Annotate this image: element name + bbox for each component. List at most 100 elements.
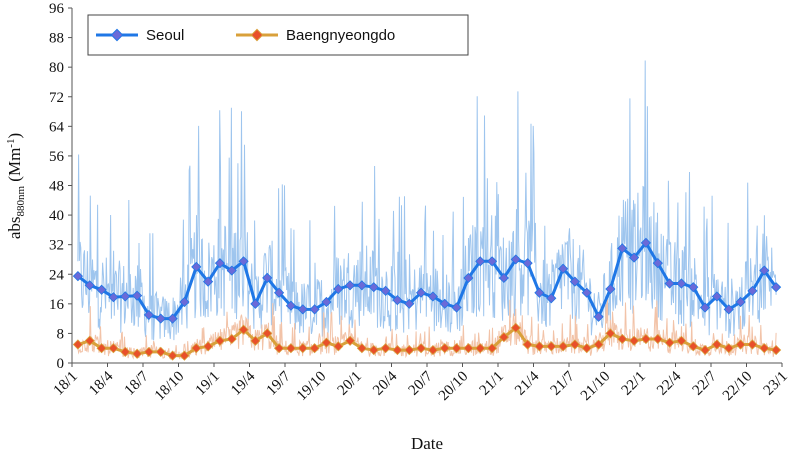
data-point-seoul — [108, 292, 119, 303]
data-point-seoul — [415, 287, 427, 298]
data-point-baengnyeongdo — [558, 341, 569, 352]
data-point-baengnyeongdo — [700, 344, 711, 356]
x-tick-label: 22/7 — [690, 368, 721, 399]
x-axis-title: Date — [411, 434, 443, 453]
data-point-seoul — [557, 263, 569, 274]
series-line-seoul — [76, 241, 778, 321]
data-point-seoul — [771, 282, 782, 293]
legend-marker-baengnyeongdo — [250, 28, 264, 42]
data-point-seoul — [652, 258, 663, 269]
data-point-baengnyeongdo — [546, 341, 557, 352]
data-point-baengnyeongdo — [628, 335, 640, 346]
data-point-baengnyeongdo — [415, 343, 427, 354]
series-layer — [72, 237, 782, 361]
data-point-baengnyeongdo — [569, 339, 580, 350]
x-tick-label: 20/7 — [406, 368, 437, 399]
y-tick-label: 40 — [49, 208, 64, 224]
legend-label-baengnyeongdo: Baengnyeongdo — [286, 27, 395, 44]
data-point-seoul — [439, 298, 450, 309]
x-ticks: 18/1 18/4 18/7 18/10 19/1 19/4 19/7 19/10 20/1 20… — [51, 363, 791, 404]
data-point-baengnyeongdo — [392, 344, 403, 356]
data-point-seoul — [498, 272, 509, 284]
x-tick-label: 20/4 — [370, 368, 401, 399]
data-point-seoul — [72, 271, 84, 282]
data-point-baengnyeongdo — [688, 341, 699, 352]
data-point-baengnyeongdo — [652, 333, 663, 345]
data-point-baengnyeongdo — [605, 328, 616, 339]
data-point-seoul — [214, 258, 226, 269]
data-point-baengnyeongdo — [451, 343, 462, 354]
data-point-seoul — [368, 282, 379, 293]
data-point-seoul — [463, 272, 474, 284]
x-tick-label: 20/1 — [335, 369, 365, 399]
x-tick-label: 19/4 — [228, 368, 259, 399]
data-point-seoul — [404, 298, 415, 309]
data-point-baengnyeongdo — [72, 339, 83, 350]
data-point-baengnyeongdo — [735, 339, 746, 350]
legend: Seoul Baengnyeongdo — [87, 14, 469, 56]
y-axis-title: abs880nm (Mm-1) — [5, 133, 27, 239]
y-tick-label: 88 — [49, 31, 64, 47]
x-tick-label: 21/10 — [578, 369, 613, 404]
data-point-seoul — [475, 256, 486, 267]
y-axis-title-subscript: 880nm — [15, 185, 27, 216]
y-tick-label: 16 — [49, 297, 65, 313]
data-point-seoul — [155, 313, 166, 324]
data-point-seoul — [131, 290, 143, 301]
data-point-baengnyeongdo — [498, 332, 509, 343]
data-point-seoul — [167, 313, 178, 324]
data-point-seoul — [427, 291, 438, 302]
data-point-seoul — [120, 291, 131, 302]
data-point-seoul — [735, 296, 746, 308]
y-tick-label: 32 — [49, 238, 64, 254]
y-tick-label: 64 — [49, 119, 65, 135]
data-point-baengnyeongdo — [214, 335, 225, 346]
legend-label-seoul: Seoul — [146, 27, 184, 44]
data-point-baengnyeongdo — [640, 333, 652, 345]
data-point-seoul — [356, 280, 367, 291]
x-tick-label: 21/4 — [512, 368, 543, 399]
data-point-baengnyeongdo — [581, 343, 592, 354]
data-point-seoul — [309, 304, 320, 315]
data-point-seoul — [143, 309, 154, 321]
data-point-seoul — [344, 280, 356, 291]
legend-marker-seoul — [110, 28, 124, 42]
x-tick-label: 18/10 — [152, 369, 187, 404]
daily-values-layer — [77, 60, 777, 361]
data-point-baengnyeongdo — [463, 343, 474, 354]
y-tick-label: 0 — [57, 356, 65, 372]
data-point-baengnyeongdo — [759, 343, 770, 354]
x-tick-label: 22/4 — [654, 368, 685, 399]
data-point-seoul — [747, 285, 758, 296]
y-tick-label: 56 — [49, 149, 65, 165]
data-point-seoul — [640, 237, 651, 248]
x-tick-label: 22/1 — [619, 369, 649, 399]
data-point-baengnyeongdo — [226, 333, 237, 345]
data-point-baengnyeongdo — [344, 335, 356, 346]
data-point-seoul — [96, 284, 107, 295]
data-point-seoul — [179, 296, 190, 308]
y-tick-label: 48 — [49, 179, 64, 195]
x-tick-label: 21/1 — [477, 369, 507, 399]
y-tick-label: 8 — [57, 326, 65, 342]
y-tick-label: 72 — [49, 90, 64, 106]
y-ticks: 0 8 16 24 32 40 48 56 64 72 80 88 96 — [49, 1, 72, 372]
data-point-baengnyeongdo — [108, 343, 119, 354]
data-point-seoul — [250, 298, 261, 309]
x-tick-label: 18/1 — [51, 369, 81, 399]
data-point-seoul — [676, 278, 687, 289]
x-tick-label: 19/1 — [193, 369, 223, 399]
data-point-baengnyeongdo — [723, 343, 734, 354]
data-point-baengnyeongdo — [143, 346, 154, 358]
data-point-baengnyeongdo — [475, 343, 486, 354]
data-point-baengnyeongdo — [711, 339, 722, 350]
x-tick-label: 22/10 — [720, 369, 755, 404]
x-tick-label: 20/10 — [436, 369, 471, 404]
data-point-seoul — [380, 285, 391, 296]
x-tick-label: 19/7 — [264, 368, 295, 399]
data-point-seoul — [546, 293, 557, 304]
data-point-baengnyeongdo — [439, 343, 450, 354]
data-point-baengnyeongdo — [333, 341, 344, 352]
data-point-baengnyeongdo — [132, 348, 143, 359]
data-point-baengnyeongdo — [191, 343, 202, 354]
